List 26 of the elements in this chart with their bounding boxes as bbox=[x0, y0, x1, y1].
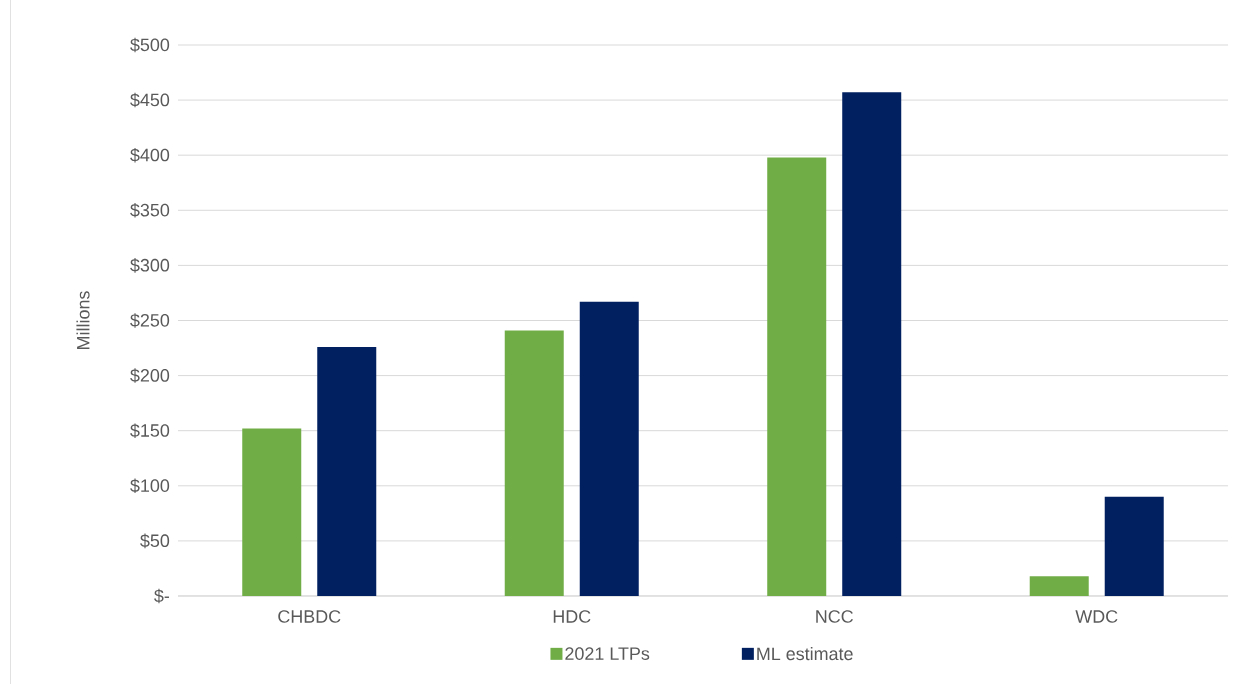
x-tick-label: CHBDC bbox=[278, 610, 341, 623]
bar bbox=[1104, 496, 1164, 596]
y-tick-label: $- bbox=[154, 588, 170, 604]
bar bbox=[767, 157, 827, 596]
legend-label: ML estimate bbox=[757, 647, 853, 661]
x-tick-label: WDC bbox=[1075, 610, 1118, 623]
y-tick-label: $150 bbox=[130, 423, 170, 438]
y-tick-label: $350 bbox=[130, 203, 170, 218]
y-tick-label: $250 bbox=[130, 313, 170, 328]
y-tick-label: $500 bbox=[130, 37, 170, 53]
x-tick-label: HDC bbox=[553, 610, 591, 623]
y-tick-label: $400 bbox=[130, 147, 170, 163]
x-tick-label: NCC bbox=[816, 610, 853, 623]
y-tick-label: $300 bbox=[130, 258, 170, 273]
bar bbox=[842, 92, 902, 596]
y-tick-label: $450 bbox=[130, 92, 170, 108]
bar bbox=[1029, 576, 1089, 596]
legend-label: 2021 LTPs bbox=[565, 647, 650, 660]
bar bbox=[504, 330, 564, 596]
bar bbox=[579, 301, 639, 596]
bar bbox=[242, 428, 302, 596]
bar bbox=[317, 346, 377, 596]
y-axis-title: Millions bbox=[76, 291, 90, 349]
y-tick-label: $200 bbox=[130, 368, 170, 383]
y-tick-label: $50 bbox=[140, 533, 170, 549]
y-tick-label: $100 bbox=[130, 478, 170, 494]
